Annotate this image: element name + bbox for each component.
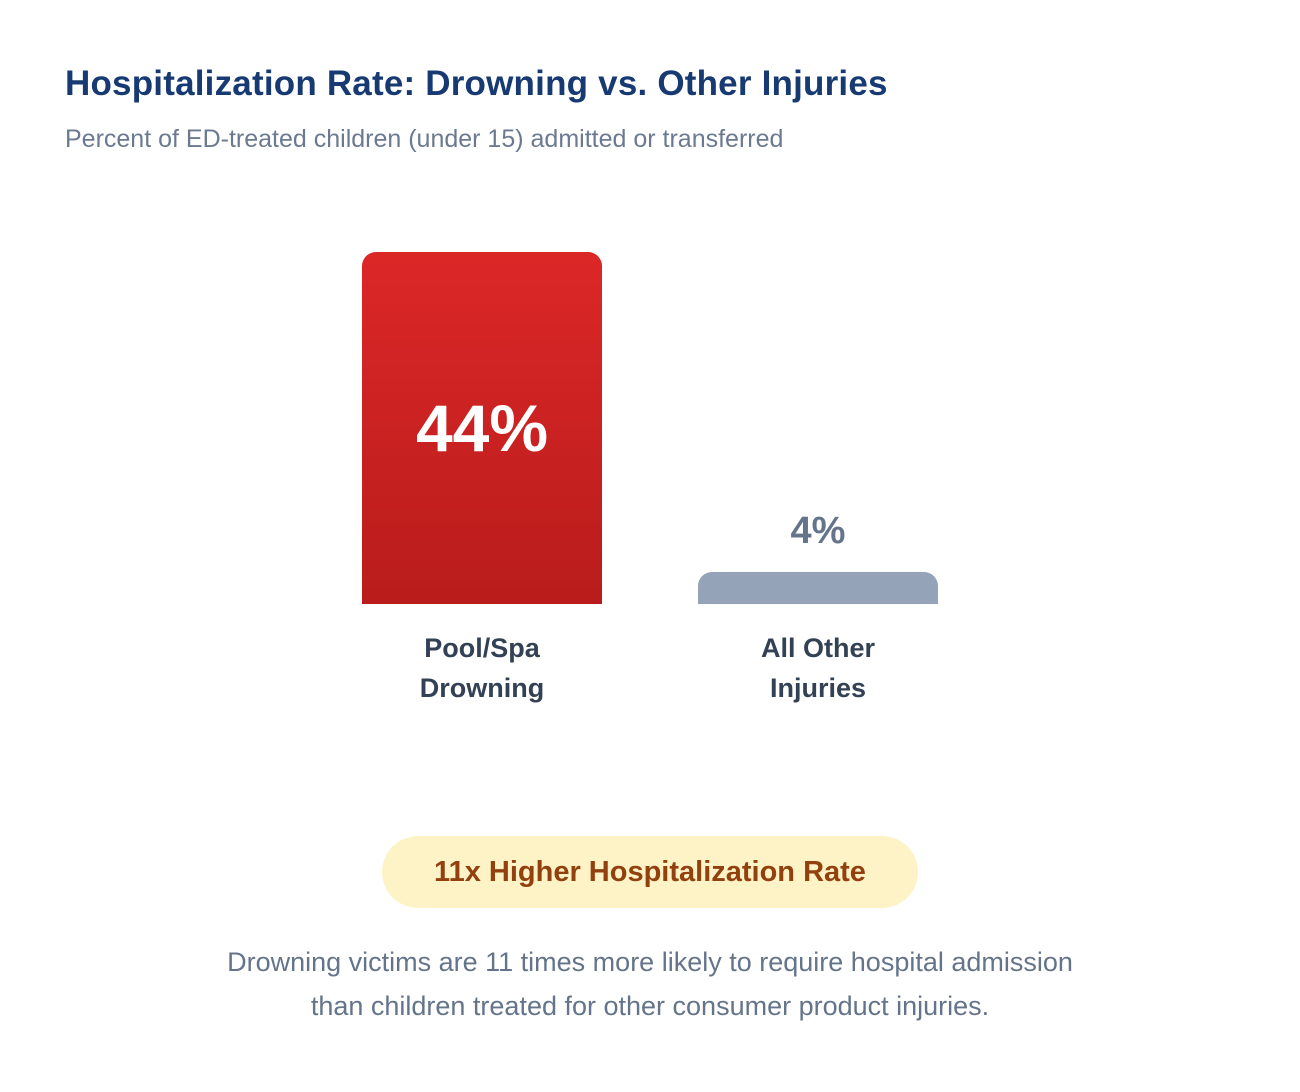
category-label-line: Pool/Spa — [424, 633, 540, 663]
category-label-line: Drowning — [419, 673, 545, 703]
bar-pool-spa-drowning — [362, 252, 602, 604]
bar-value-all-other: 4% — [790, 510, 846, 552]
chart-title: Hospitalization Rate: Drowning vs. Other… — [65, 64, 888, 103]
category-label-pool-spa: Pool/Spa Drowning — [362, 628, 602, 708]
footnote-line: Drowning victims are 11 times more likel… — [227, 947, 1073, 977]
category-label-line: All Other — [760, 633, 875, 663]
bar-value-pool-spa: 44% — [415, 391, 549, 465]
chart-subtitle: Percent of ED-treated children (under 15… — [65, 125, 784, 153]
footnote: Drowning victims are 11 times more likel… — [100, 940, 1200, 1028]
footnote-line: than children treated for other consumer… — [310, 991, 990, 1021]
bar-all-other-injuries — [698, 572, 938, 604]
category-label-line: Injuries — [769, 673, 867, 703]
comparison-badge: 11x Higher Hospitalization Rate — [382, 836, 918, 908]
category-label-all-other: All Other Injuries — [698, 628, 938, 708]
